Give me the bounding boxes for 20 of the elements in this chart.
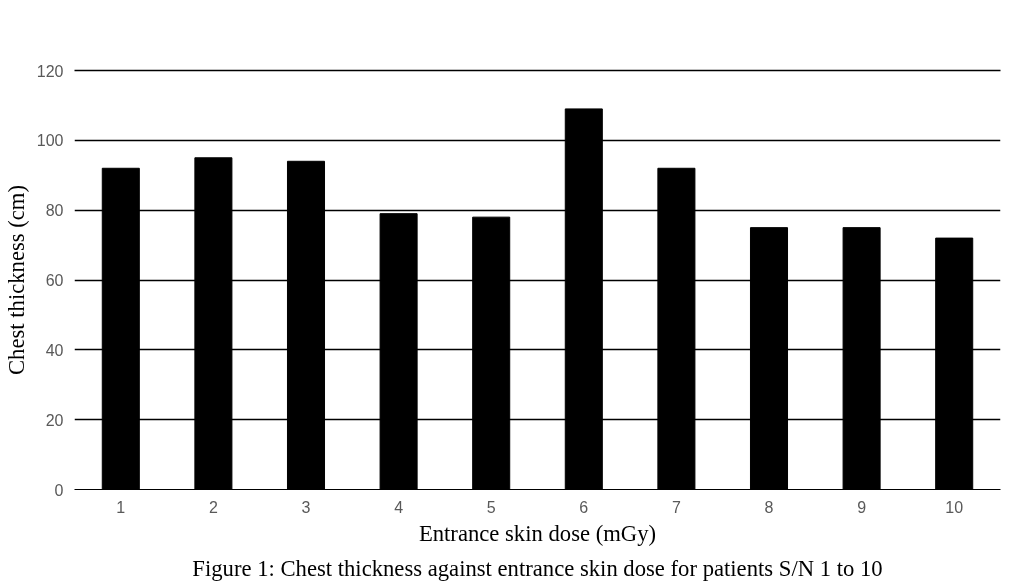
y-tick-label: 20 (45, 411, 64, 429)
x-tick-label: 10 (945, 498, 964, 516)
y-tick-label: 40 (45, 341, 64, 359)
y-tick-label: 80 (45, 202, 64, 220)
x-tick-label: 1 (116, 498, 126, 516)
x-tick-label: 5 (486, 498, 496, 516)
x-tick-label: 2 (208, 498, 218, 516)
x-tick-label: 8 (764, 498, 774, 516)
y-tick-label: 60 (45, 272, 64, 289)
x-tick-label: 7 (671, 498, 681, 516)
y-tick-label: 120 (36, 62, 64, 80)
y-axis-title: Chest thickness (cm) (3, 184, 29, 376)
x-tick-label: 6 (579, 498, 589, 516)
caption: Figure 1: Chest thickness against entrance skin dose for patients S/N 1 to 10 (192, 555, 883, 581)
x-tick-label: 4 (394, 498, 404, 516)
x-tick-label: 9 (857, 498, 867, 516)
y-tick-label: 0 (54, 481, 64, 499)
y-tick-label: 100 (36, 132, 64, 150)
x-axis-title: Entrance skin dose (mGy) (418, 520, 657, 546)
x-tick-label: 3 (301, 498, 311, 516)
